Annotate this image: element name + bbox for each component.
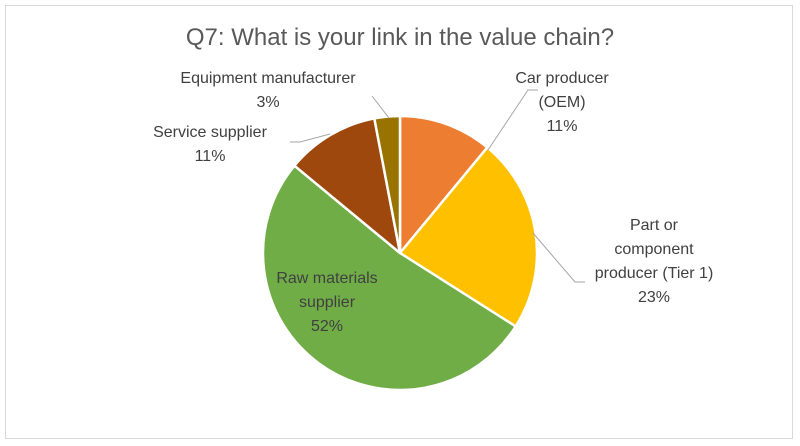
slice-label-part-producer: Part or component producer (Tier 1) 23% (595, 217, 714, 306)
leader-lines (290, 89, 585, 283)
leader-line-part-producer (532, 232, 585, 283)
leader-line-service-supplier (290, 133, 331, 143)
slice-label-equipment-manufacturer: Equipment manufacturer 3% (180, 70, 356, 111)
slice-percent: 3% (256, 94, 279, 111)
slice-percent: 11% (547, 118, 578, 135)
chart-title: Q7: What is your link in the value chain… (185, 24, 615, 51)
slice-percent: 52% (311, 318, 343, 335)
pie-slice-car-producer (398, 114, 489, 255)
slice-label-line: Car producer (515, 70, 609, 87)
pie-slices (261, 114, 539, 392)
leader-line-equipment-manufacturer (371, 95, 390, 119)
pie-slice-raw-materials (261, 164, 517, 392)
slice-label-line: producer (Tier 1) (595, 265, 714, 282)
slice-label-service-supplier: Service supplier 11% (153, 124, 268, 165)
slice-label-line: component (614, 241, 694, 258)
pie-slice-equipment-manufacturer (373, 114, 402, 255)
pie-slice-part-producer (398, 146, 539, 328)
slice-labels: Car producer (OEM) 11% Part or component prod… (153, 70, 713, 335)
slice-label-line: (OEM) (538, 94, 585, 111)
pie-slice-service-supplier (293, 117, 402, 255)
slice-label-car-producer: Car producer (OEM) 11% (515, 70, 609, 135)
slice-label-line: Part or (630, 217, 679, 234)
slice-label-line: supplier (299, 294, 356, 311)
slice-label-line: Raw materials (276, 270, 377, 287)
slice-label-line: Equipment manufacturer (180, 70, 356, 87)
leader-line-car-producer (487, 89, 538, 151)
slice-label-line: Service supplier (153, 124, 268, 141)
slice-percent: 23% (638, 289, 670, 306)
slice-percent: 11% (195, 148, 226, 165)
slice-label-raw-materials: Raw materials supplier 52% (276, 270, 377, 335)
